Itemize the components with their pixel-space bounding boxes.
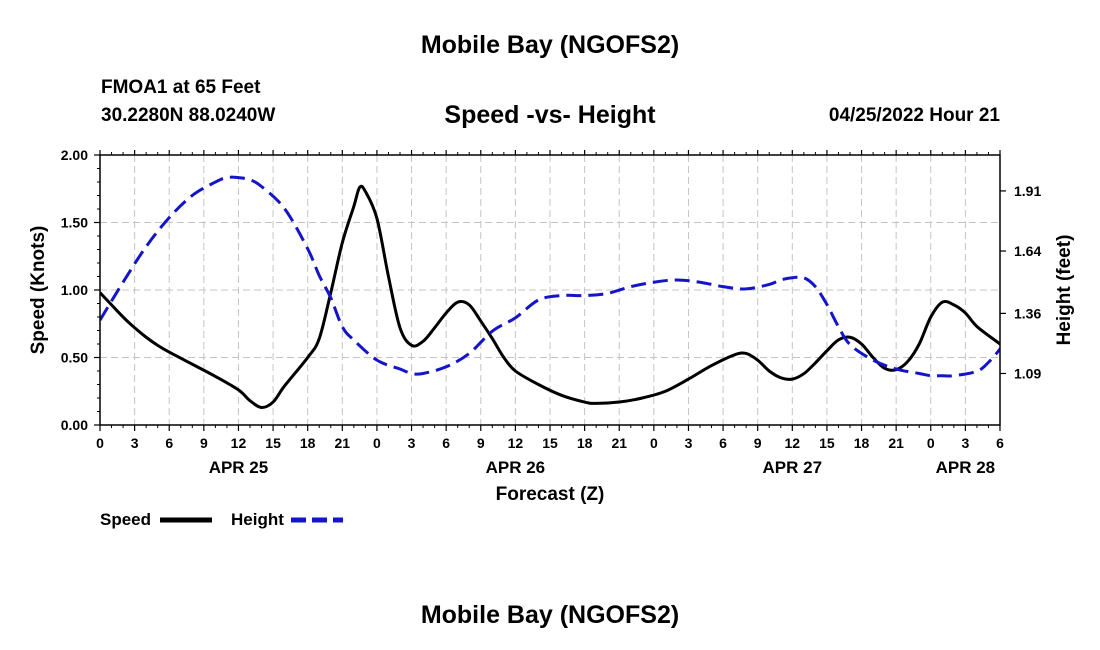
x-tick-label: 0 — [96, 435, 104, 451]
station-name: FMOA1 at 65 Feet — [101, 77, 261, 98]
x-tick-label: 6 — [996, 435, 1004, 451]
x-tick-label: 3 — [131, 435, 139, 451]
station-coords: 30.2280N 88.0240W — [101, 105, 276, 126]
y-axis-title: Speed (Knots) — [28, 226, 49, 355]
date-label: APR 26 — [486, 458, 546, 477]
axes: 0 3 6 9 12 15 18 21 0 3 6 9 12 15 18 21 0 3 6 9 12 15 18 21 0 3 6 0… — [61, 147, 1042, 477]
x-tick-label: 0 — [373, 435, 381, 451]
y-tick-label: 0.00 — [61, 417, 88, 433]
series-line-speed — [100, 184, 1000, 409]
x-tick-label: 3 — [408, 435, 416, 451]
y2-tick-label: 1.91 — [1014, 183, 1041, 199]
date-label: APR 25 — [209, 458, 269, 477]
x-tick-label: 6 — [719, 435, 727, 451]
x-tick-label: 9 — [200, 435, 208, 451]
x-tick-label: 6 — [165, 435, 173, 451]
y2-axis-title: Height (feet) — [1054, 235, 1075, 346]
x-tick-label: 18 — [577, 435, 593, 451]
x-tick-label: 0 — [650, 435, 658, 451]
date-label: APR 28 — [936, 458, 996, 477]
y-tick-label: 0.50 — [61, 350, 88, 366]
x-tick-label: 21 — [335, 435, 351, 451]
x-tick-label: 9 — [754, 435, 762, 451]
legend-label-speed: Speed — [100, 510, 151, 529]
x-tick-label: 15 — [265, 435, 281, 451]
x-tick-label: 3 — [961, 435, 969, 451]
x-tick-label: 21 — [888, 435, 904, 451]
x-tick-label: 9 — [477, 435, 485, 451]
y-tick-label: 2.00 — [61, 147, 88, 163]
series-line-height — [100, 175, 1000, 378]
x-tick-label: 15 — [542, 435, 558, 451]
y-tick-label: 1.50 — [61, 215, 88, 231]
x-tick-label: 18 — [854, 435, 870, 451]
x-tick-label: 18 — [300, 435, 316, 451]
legend-label-height: Height — [231, 510, 284, 529]
x-tick-label: 21 — [611, 435, 627, 451]
x-tick-label: 12 — [231, 435, 247, 451]
x-tick-label: 6 — [442, 435, 450, 451]
x-tick-label: 12 — [785, 435, 801, 451]
footer-title: Mobile Bay (NGOFS2) — [420, 601, 680, 629]
y2-tick-label: 1.36 — [1014, 305, 1041, 321]
y2-tick-label: 1.09 — [1014, 365, 1041, 381]
main-title: Mobile Bay (NGOFS2) — [420, 31, 680, 59]
legend: Speed Height — [100, 510, 343, 529]
chart-title: Speed -vs- Height — [444, 101, 656, 129]
x-tick-label: 0 — [927, 435, 935, 451]
y-tick-label: 1.00 — [61, 282, 88, 298]
chart-date: 04/25/2022 Hour 21 — [828, 105, 1000, 126]
x-axis-title: Forecast (Z) — [496, 484, 605, 505]
grid-lines — [100, 155, 1000, 425]
x-tick-label: 15 — [819, 435, 835, 451]
x-tick-label: 3 — [685, 435, 693, 451]
date-label: APR 27 — [763, 458, 823, 477]
series-lines — [100, 175, 1000, 409]
x-tick-label: 12 — [508, 435, 524, 451]
y2-tick-label: 1.64 — [1014, 243, 1041, 259]
